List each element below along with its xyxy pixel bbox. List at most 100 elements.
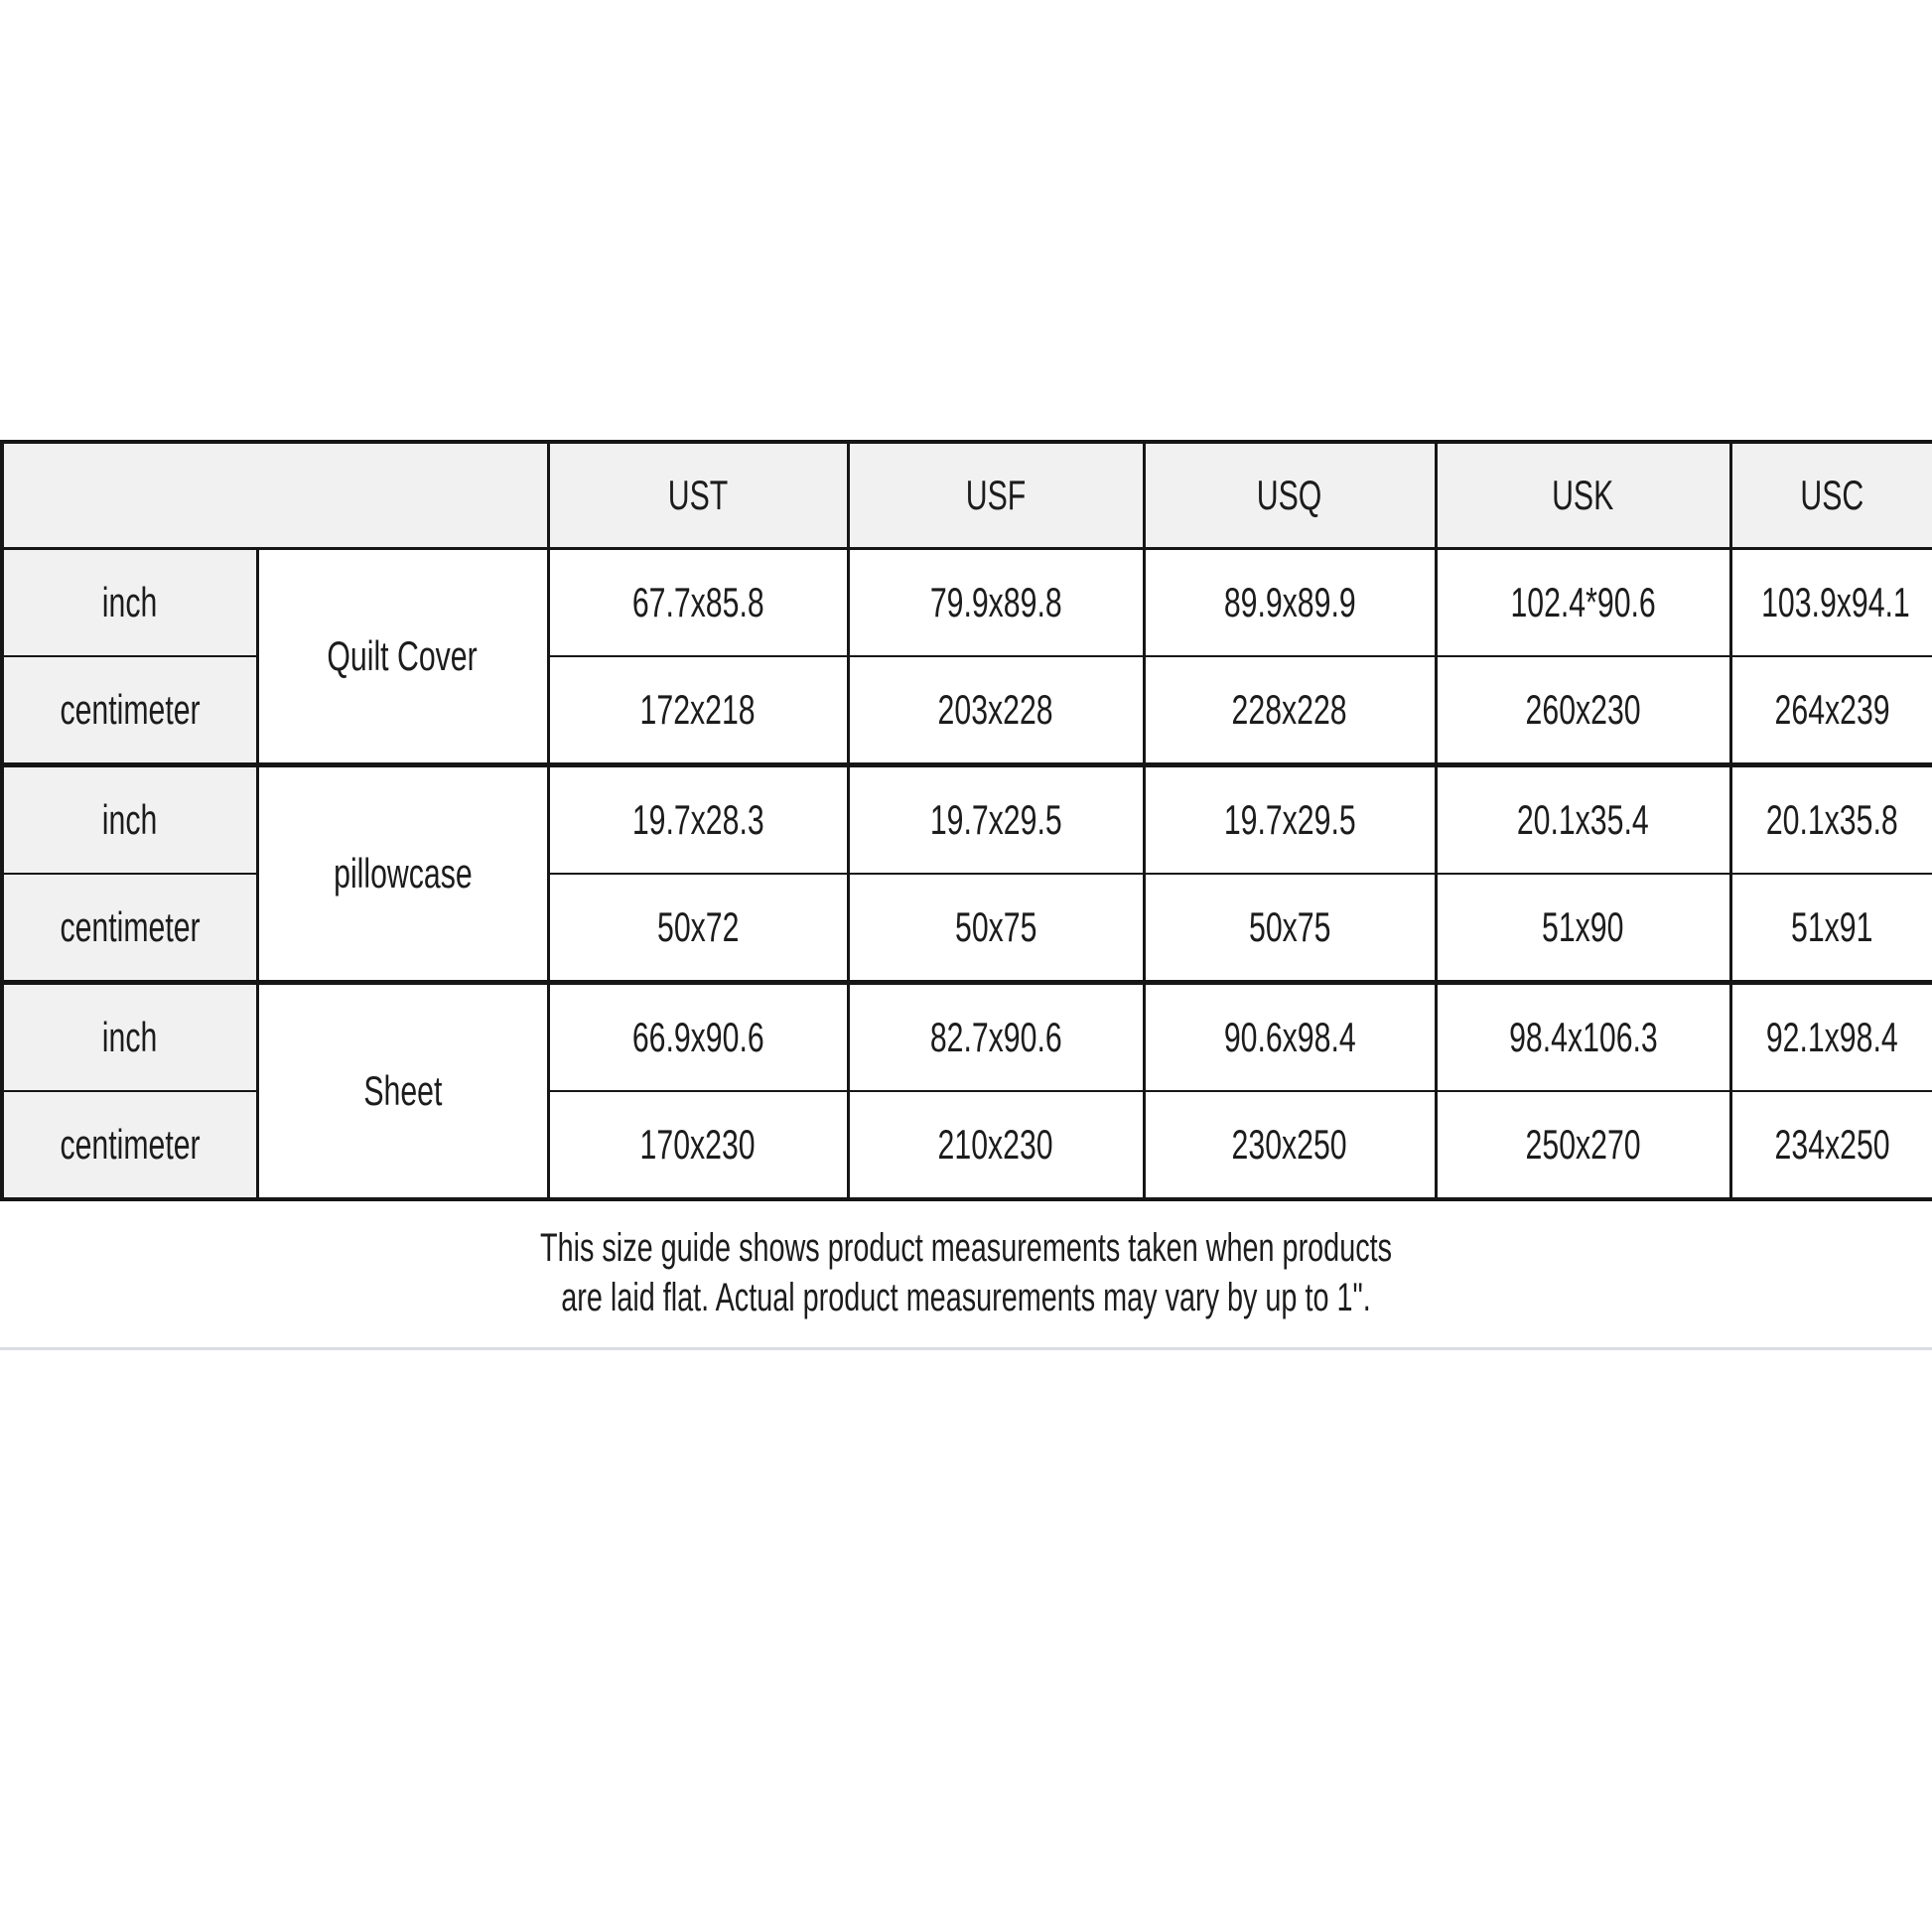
header-row: UST USF USQ USK USC (0, 441, 1932, 550)
value-quilt-inch-usq: 89.9x89.9 (1142, 547, 1438, 657)
unit-label-pillowcase-centimeter: centimeter (0, 873, 259, 984)
category-sheet: Sheet (255, 980, 550, 1200)
size-value: 234x250 (1774, 1121, 1890, 1168)
size-value: 264x239 (1774, 686, 1890, 733)
unit-label-sheet-inch: inch (0, 980, 259, 1092)
unit-label-text: centimeter (60, 1121, 201, 1168)
unit-label-sheet-centimeter: centimeter (0, 1090, 259, 1200)
col-header-ust-label: UST (667, 472, 729, 518)
value-quilt-cm-usf: 203x228 (846, 655, 1146, 766)
size-value: 20.1x35.4 (1517, 796, 1649, 843)
size-value: 90.6x98.4 (1223, 1014, 1356, 1060)
value-pillowcase-inch-usc: 20.1x35.8 (1728, 762, 1932, 875)
category-pillowcase: pillowcase (255, 762, 550, 984)
size-value: 103.9x94.1 (1760, 579, 1910, 625)
size-value: 50x75 (954, 903, 1037, 950)
col-header-usq: USQ (1142, 441, 1438, 550)
row-pillowcase-inch: inch pillowcase 19.7x28.3 19.7x29.5 19.7… (0, 762, 1932, 984)
size-note: This size guide shows product measuremen… (0, 1223, 1932, 1322)
size-value: 82.7x90.6 (929, 1014, 1062, 1060)
size-value: 92.1x98.4 (1765, 1014, 1898, 1060)
row-quilt-cover-centimeter: centimeter 172x218 203x228 228x228 260x2… (0, 655, 1932, 766)
size-value: 260x230 (1525, 686, 1641, 733)
value-pillowcase-inch-usf: 19.7x29.5 (846, 762, 1146, 875)
value-pillowcase-cm-ust: 50x72 (546, 873, 850, 984)
col-header-ust: UST (546, 441, 850, 550)
col-header-usc-label: USC (1800, 472, 1864, 518)
value-sheet-cm-usk: 250x270 (1434, 1090, 1732, 1200)
value-quilt-cm-ust: 172x218 (546, 655, 850, 766)
value-quilt-inch-usk: 102.4*90.6 (1434, 547, 1732, 657)
size-value: 51x90 (1542, 903, 1624, 950)
col-header-usf: USF (846, 441, 1146, 550)
category-label: Sheet (362, 1067, 443, 1114)
size-guide-table: UST USF USQ USK USC inch Quilt Cover 67.… (0, 440, 1932, 1201)
unit-label-pillowcase-inch: inch (0, 762, 259, 875)
category-quilt-cover: Quilt Cover (255, 547, 550, 766)
size-value: 79.9x89.8 (929, 579, 1062, 625)
size-value: 170x230 (639, 1121, 757, 1168)
size-value: 19.7x28.3 (631, 796, 764, 843)
section-divider (0, 1347, 1932, 1350)
size-note-line1: This size guide shows product measuremen… (539, 1226, 1393, 1270)
value-quilt-inch-ust: 67.7x85.8 (546, 547, 850, 657)
row-sheet-inch: inch Sheet 66.9x90.6 82.7x90.6 90.6x98.4… (0, 980, 1932, 1200)
size-note-line2: are laid flat. Actual product measuremen… (561, 1276, 1371, 1319)
value-sheet-inch-usc: 92.1x98.4 (1728, 980, 1932, 1092)
size-value: 210x230 (937, 1121, 1054, 1168)
col-header-usk-label: USK (1552, 472, 1614, 518)
col-header-usf-label: USF (965, 472, 1027, 518)
unit-label-text: centimeter (60, 686, 201, 733)
value-sheet-inch-usq: 90.6x98.4 (1142, 980, 1438, 1092)
value-sheet-inch-ust: 66.9x90.6 (546, 980, 850, 1092)
size-value: 102.4*90.6 (1510, 579, 1656, 625)
value-pillowcase-inch-ust: 19.7x28.3 (546, 762, 850, 875)
size-value: 67.7x85.8 (631, 579, 764, 625)
unit-label-quilt-inch: inch (0, 547, 259, 657)
value-pillowcase-inch-usk: 20.1x35.4 (1434, 762, 1732, 875)
value-pillowcase-cm-usk: 51x90 (1434, 873, 1732, 984)
value-quilt-cm-usc: 264x239 (1728, 655, 1932, 766)
size-value: 66.9x90.6 (631, 1014, 764, 1060)
value-pillowcase-cm-usc: 51x91 (1728, 873, 1932, 984)
col-header-usk: USK (1434, 441, 1732, 550)
size-value: 203x228 (937, 686, 1054, 733)
unit-label-quilt-centimeter: centimeter (0, 655, 259, 766)
value-sheet-inch-usf: 82.7x90.6 (846, 980, 1146, 1092)
category-label: Quilt Cover (327, 632, 479, 679)
size-value: 89.9x89.9 (1223, 579, 1356, 625)
size-value: 51x91 (1791, 903, 1873, 950)
size-value: 19.7x29.5 (1223, 796, 1356, 843)
size-value: 172x218 (639, 686, 757, 733)
size-value: 228x228 (1231, 686, 1348, 733)
row-quilt-cover-inch: inch Quilt Cover 67.7x85.8 79.9x89.8 89.… (0, 547, 1932, 766)
value-sheet-cm-usf: 210x230 (846, 1090, 1146, 1200)
size-value: 250x270 (1525, 1121, 1641, 1168)
value-pillowcase-cm-usq: 50x75 (1142, 873, 1438, 984)
size-value: 19.7x29.5 (929, 796, 1062, 843)
size-value: 230x250 (1231, 1121, 1348, 1168)
unit-label-text: centimeter (60, 903, 201, 950)
category-label: pillowcase (333, 850, 473, 897)
value-quilt-inch-usf: 79.9x89.8 (846, 547, 1146, 657)
unit-label-text: inch (102, 1014, 158, 1060)
value-sheet-inch-usk: 98.4x106.3 (1434, 980, 1732, 1092)
value-quilt-cm-usk: 260x230 (1434, 655, 1732, 766)
value-sheet-cm-ust: 170x230 (546, 1090, 850, 1200)
size-value: 50x72 (656, 903, 740, 950)
unit-label-text: inch (102, 579, 158, 625)
row-pillowcase-centimeter: centimeter 50x72 50x75 50x75 51x90 51x91 (0, 873, 1932, 984)
value-pillowcase-cm-usf: 50x75 (846, 873, 1146, 984)
size-value: 20.1x35.8 (1765, 796, 1898, 843)
size-value: 50x75 (1248, 903, 1331, 950)
col-header-usc: USC (1728, 441, 1932, 550)
unit-label-text: inch (102, 796, 158, 843)
corner-cell (0, 441, 550, 550)
col-header-usq-label: USQ (1257, 472, 1322, 518)
value-sheet-cm-usq: 230x250 (1142, 1090, 1438, 1200)
value-pillowcase-inch-usq: 19.7x29.5 (1142, 762, 1438, 875)
row-sheet-centimeter: centimeter 170x230 210x230 230x250 250x2… (0, 1090, 1932, 1200)
value-quilt-cm-usq: 228x228 (1142, 655, 1438, 766)
value-quilt-inch-usc: 103.9x94.1 (1728, 547, 1932, 657)
